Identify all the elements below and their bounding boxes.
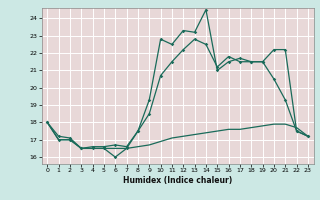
X-axis label: Humidex (Indice chaleur): Humidex (Indice chaleur): [123, 176, 232, 185]
